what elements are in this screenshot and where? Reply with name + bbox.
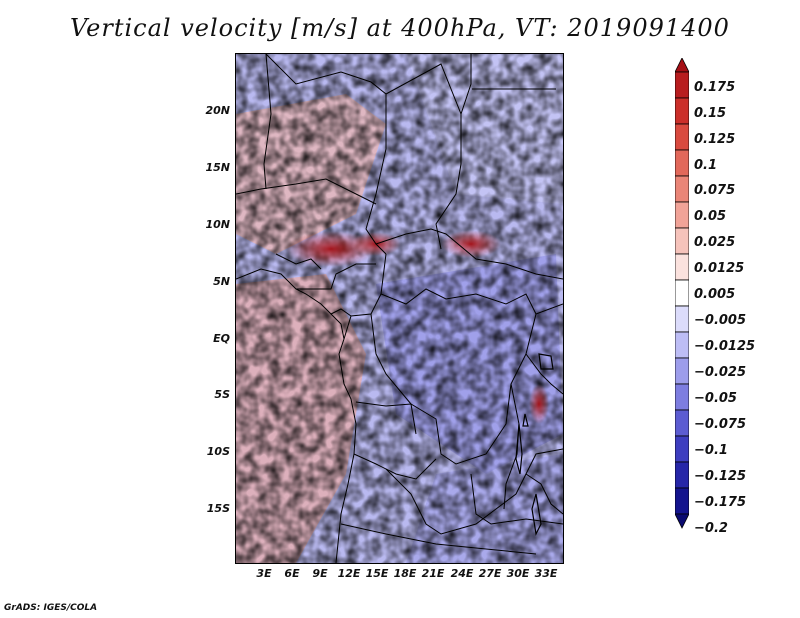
colorbar-segment [675, 409, 689, 437]
lat-label: 15N [205, 161, 230, 174]
colorbar-label: 0.005 [694, 287, 736, 302]
lat-label: 20N [205, 104, 230, 117]
lat-label: 5S [214, 388, 230, 401]
colorbar-segment [675, 383, 689, 411]
colorbar-label: 0.075 [694, 183, 736, 198]
lon-label: 33E [534, 567, 558, 580]
colorbar-segment [675, 279, 689, 307]
colorbar-arrow-top [675, 58, 689, 73]
colorbar-segment [675, 487, 689, 515]
colorbar-label: −0.05 [694, 391, 737, 406]
colorbar-label: 0.025 [694, 235, 736, 250]
colorbar-segment [675, 71, 689, 99]
colorbar-segment [675, 357, 689, 385]
lon-label: 18E [393, 567, 417, 580]
lon-label: 27E [478, 567, 502, 580]
lat-label: EQ [213, 332, 230, 345]
colorbar-segment [675, 149, 689, 177]
hotspot [441, 230, 501, 258]
chart-title: Vertical velocity [m/s] at 400hPa, VT: 2… [70, 14, 730, 42]
lon-label: 3E [256, 567, 272, 580]
colorbar-label: −0.175 [694, 495, 747, 510]
lon-label: 9E [312, 567, 328, 580]
map-canvas [236, 54, 563, 563]
colorbar [675, 58, 689, 529]
colorbar-label: −0.125 [694, 469, 747, 484]
colorbar-label: −0.1 [694, 443, 728, 458]
footer-credit: GrADS: IGES/COLA [4, 603, 98, 613]
hotspot [529, 384, 549, 424]
colorbar-label: 0.175 [694, 80, 736, 95]
colorbar-segment [675, 305, 689, 333]
lon-label: 15E [365, 567, 389, 580]
lon-label: 24E [450, 567, 474, 580]
lon-label: 30E [506, 567, 530, 580]
colorbar-segment [675, 227, 689, 255]
colorbar-label: −0.2 [694, 521, 728, 536]
borders [236, 54, 563, 563]
colorbar-label: −0.005 [694, 313, 747, 328]
speckle-texture [236, 54, 563, 563]
map-panel [235, 53, 564, 564]
colorbar-label: −0.025 [694, 365, 747, 380]
colorbar-segment [675, 253, 689, 281]
colorbar-segment [675, 201, 689, 229]
colorbar-segment [675, 461, 689, 489]
lat-label: 5N [213, 275, 230, 288]
colorbar-segment [675, 97, 689, 125]
colorbar-label: −0.0125 [694, 339, 756, 354]
colorbar-arrow-bottom [675, 513, 689, 529]
colorbar-label: 0.125 [694, 132, 736, 147]
lon-label: 12E [337, 567, 361, 580]
colorbar-segment [675, 123, 689, 151]
colorbar-label: 0.0125 [694, 261, 745, 276]
colorbar-segment [675, 331, 689, 359]
colorbar-label: 0.1 [694, 158, 718, 173]
colorbar-label: 0.15 [694, 106, 727, 121]
colorbar-segment [675, 175, 689, 203]
lon-label: 6E [284, 567, 300, 580]
lat-label: 10N [205, 218, 230, 231]
colorbar-label: −0.075 [694, 417, 747, 432]
lakes [515, 353, 554, 536]
lat-label: 15S [206, 502, 230, 515]
lat-label: 10S [206, 445, 230, 458]
lon-label: 21E [421, 567, 445, 580]
colorbar-label: 0.05 [694, 209, 727, 224]
colorbar-segment [675, 435, 689, 463]
